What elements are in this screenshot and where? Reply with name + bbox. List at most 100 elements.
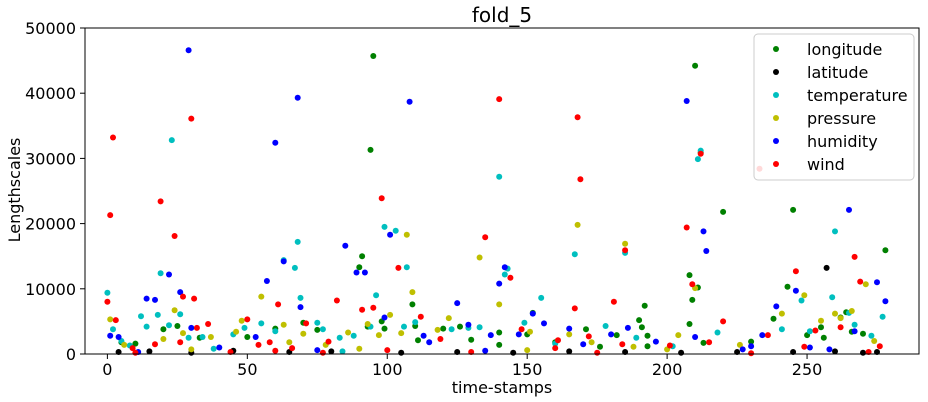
data-point-temperature <box>521 319 528 326</box>
chart-title: fold_5 <box>472 3 532 27</box>
data-point-wind <box>110 134 116 141</box>
data-point-wind <box>837 324 844 331</box>
data-point-latitude <box>860 349 866 356</box>
data-point-wind <box>706 339 713 346</box>
data-point-humidity <box>185 47 192 54</box>
data-point-humidity <box>566 325 573 332</box>
data-point-temperature <box>806 328 813 335</box>
x-tick-label: 100 <box>372 360 403 379</box>
data-point-pressure <box>364 321 371 327</box>
data-point-wind <box>205 321 212 327</box>
data-point-longitude <box>720 208 727 215</box>
legend-label: temperature <box>807 86 908 105</box>
data-point-longitude <box>784 283 791 290</box>
x-tick-label: 250 <box>792 360 823 379</box>
data-point-pressure <box>566 331 573 338</box>
data-point-humidity <box>529 310 536 317</box>
data-point-latitude <box>832 348 838 355</box>
data-point-longitude <box>468 336 475 343</box>
data-point-wind <box>585 333 592 340</box>
data-point-wind <box>191 295 198 302</box>
data-point-longitude <box>689 296 696 303</box>
data-point-temperature <box>336 334 343 341</box>
data-point-temperature <box>714 329 721 336</box>
data-point-pressure <box>356 345 363 352</box>
data-point-temperature <box>297 294 304 301</box>
data-point-temperature <box>199 334 206 340</box>
data-point-temperature <box>110 326 116 333</box>
data-point-temperature <box>314 319 321 326</box>
data-point-wind <box>666 342 673 349</box>
data-point-pressure <box>588 339 595 346</box>
data-point-pressure <box>445 315 452 322</box>
data-point-pressure <box>832 310 838 317</box>
data-point-humidity <box>748 343 755 350</box>
data-point-pressure <box>524 347 531 354</box>
data-point-wind <box>574 114 581 121</box>
data-point-humidity <box>272 139 279 146</box>
legend: longitude latitude temperature pressure humi… <box>753 33 915 181</box>
data-point-humidity <box>652 338 659 345</box>
series-latitude <box>115 264 880 356</box>
data-point-humidity <box>353 269 360 276</box>
data-point-temperature <box>339 348 346 355</box>
data-point-humidity <box>454 300 461 307</box>
data-point-longitude <box>882 247 889 254</box>
data-point-pressure <box>258 293 265 300</box>
data-point-humidity <box>297 304 304 311</box>
data-point-wind <box>255 341 262 348</box>
series-humidity <box>107 47 889 355</box>
data-point-wind <box>104 298 111 305</box>
data-point-humidity <box>420 332 427 339</box>
data-point-longitude <box>613 332 620 339</box>
data-point-wind <box>496 96 503 103</box>
data-point-wind <box>107 212 114 219</box>
data-point-humidity <box>882 298 889 305</box>
data-point-longitude <box>860 330 866 337</box>
data-point-humidity <box>624 324 631 331</box>
data-point-wind <box>619 341 626 348</box>
data-point-wind <box>801 343 808 350</box>
data-point-humidity <box>773 303 780 310</box>
data-point-pressure <box>107 316 114 323</box>
data-point-longitude <box>638 324 645 331</box>
data-point-temperature <box>241 324 248 331</box>
data-point-longitude <box>597 343 603 350</box>
data-point-wind <box>689 281 696 288</box>
data-point-longitude <box>748 338 755 345</box>
data-point-temperature <box>403 264 410 271</box>
legend-marker <box>773 46 779 52</box>
data-point-humidity <box>700 228 707 235</box>
data-point-pressure <box>160 336 167 342</box>
data-point-pressure <box>837 315 844 322</box>
data-point-wind <box>152 341 158 348</box>
data-point-humidity <box>874 279 880 286</box>
data-point-temperature <box>778 326 785 333</box>
data-point-latitude <box>566 348 573 355</box>
data-point-humidity <box>846 206 852 213</box>
data-point-pressure <box>180 330 186 337</box>
legend-marker <box>773 115 779 121</box>
data-point-pressure <box>848 308 855 314</box>
data-point-wind <box>417 313 424 320</box>
data-point-pressure <box>736 341 743 348</box>
data-point-wind <box>384 347 391 354</box>
data-point-wind <box>577 176 584 183</box>
legend-label: latitude <box>807 63 868 82</box>
y-axis-title: Lengthscales <box>5 138 24 243</box>
data-point-pressure <box>286 339 293 346</box>
data-point-longitude <box>132 340 139 347</box>
data-point-wind <box>275 301 282 308</box>
data-point-humidity <box>361 269 368 276</box>
data-point-wind <box>112 317 119 324</box>
data-point-longitude <box>415 337 421 344</box>
data-point-pressure <box>171 307 178 314</box>
y-tick-label: 50000 <box>25 19 76 38</box>
data-point-pressure <box>476 254 483 261</box>
data-point-temperature <box>571 251 578 258</box>
data-point-temperature <box>272 328 279 335</box>
data-point-temperature <box>168 137 175 144</box>
data-point-humidity <box>152 296 158 303</box>
data-point-longitude <box>692 62 699 69</box>
